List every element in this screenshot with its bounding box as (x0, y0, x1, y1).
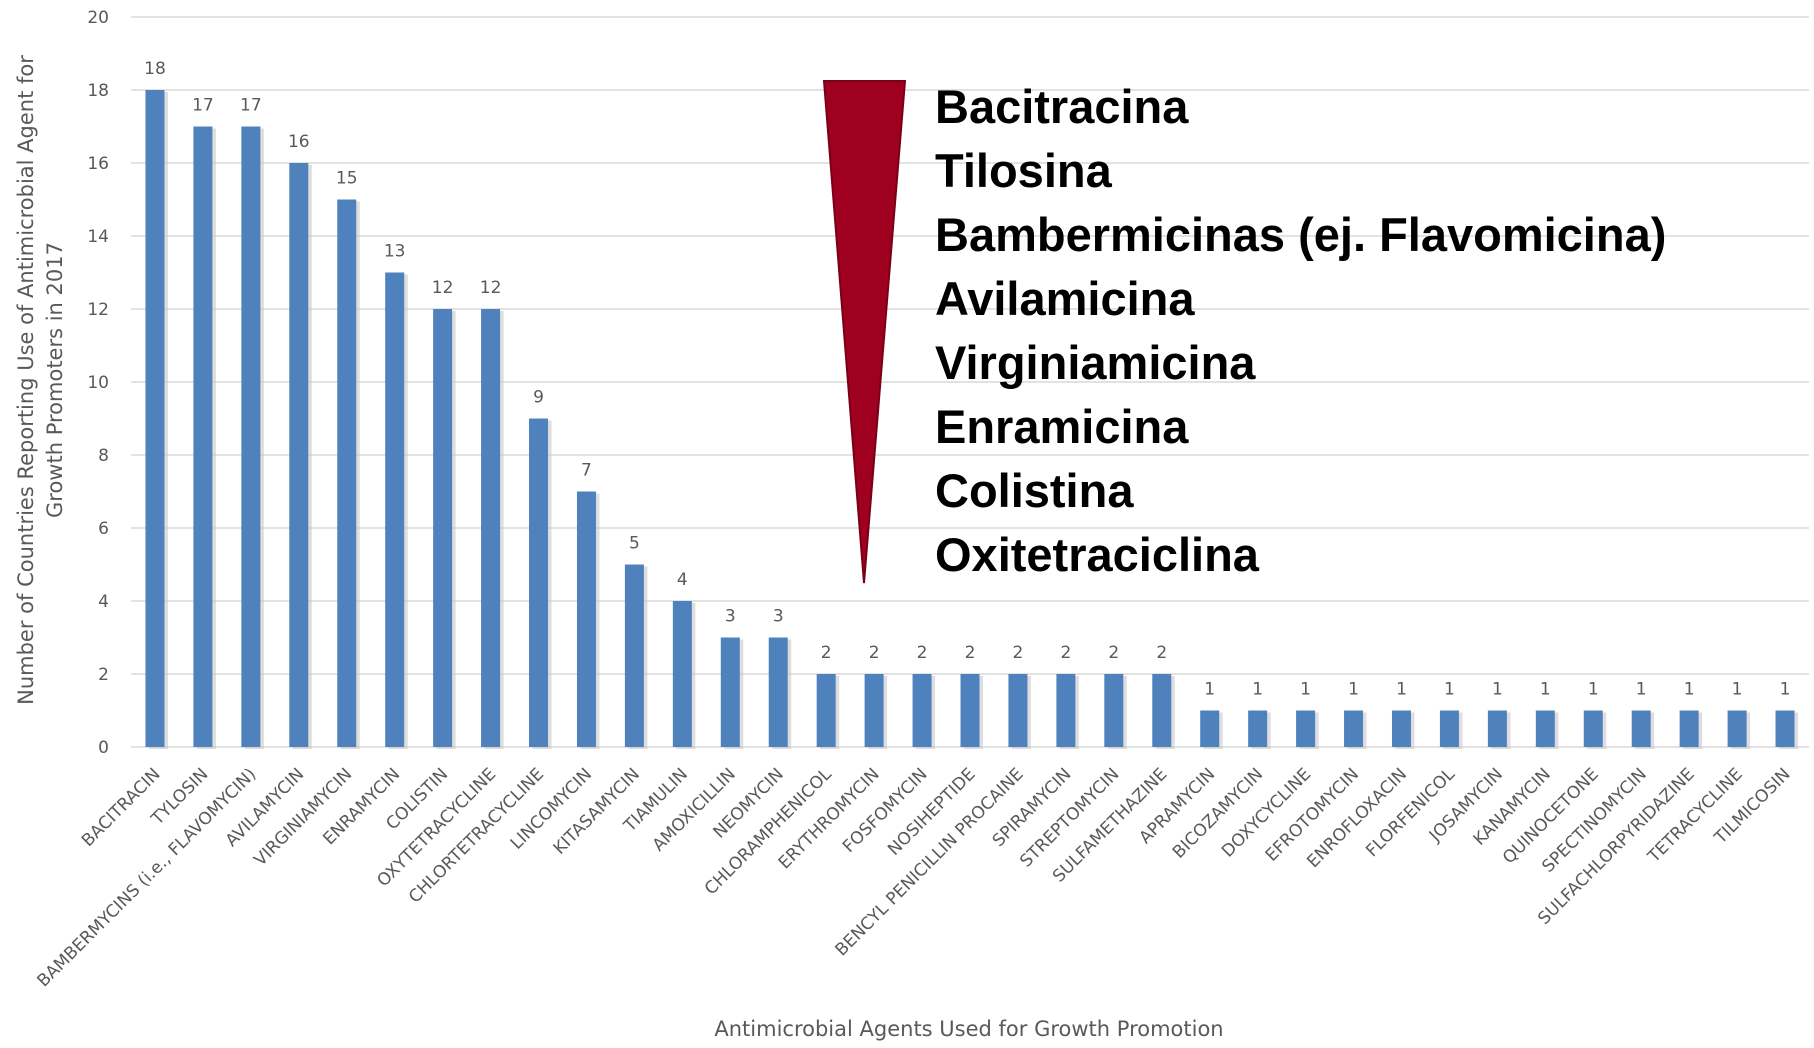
y-tick-label: 12 (87, 300, 109, 320)
y-tick-label: 2 (98, 665, 109, 685)
data-label: 15 (336, 169, 358, 189)
bar (912, 674, 932, 747)
data-label: 1 (1396, 680, 1407, 700)
data-label: 2 (869, 643, 880, 663)
annotation-line: Avilamicina (935, 272, 1195, 325)
bar (960, 674, 980, 747)
y-tick-label: 0 (98, 738, 109, 758)
bar (768, 637, 788, 747)
bar (1535, 710, 1555, 747)
data-label: 9 (533, 388, 544, 408)
bar (1631, 710, 1651, 747)
bar (529, 418, 549, 747)
annotation-line: Colistina (935, 464, 1134, 517)
annotation-line: Tilosina (935, 144, 1113, 197)
annotation-line: Enramicina (935, 400, 1189, 453)
annotation-line: Oxitetraciclina (935, 528, 1260, 581)
bar (1152, 674, 1172, 747)
bar (816, 674, 836, 747)
bar (720, 637, 740, 747)
data-label: 1 (1588, 680, 1599, 700)
bar (624, 564, 644, 747)
data-label: 1 (1348, 680, 1359, 700)
bar (385, 272, 405, 747)
bar (1248, 710, 1268, 747)
bar (1775, 710, 1795, 747)
bar (337, 199, 357, 747)
data-label: 1 (1444, 680, 1455, 700)
data-label: 13 (384, 242, 406, 262)
bar (672, 601, 692, 747)
bar (1296, 710, 1316, 747)
data-label: 12 (432, 278, 454, 298)
annotation-line: Bacitracina (935, 80, 1189, 133)
data-label: 7 (581, 461, 592, 481)
bar (1344, 710, 1364, 747)
x-tick-label: BACITRACIN (78, 764, 164, 850)
bar (145, 90, 165, 747)
data-label: 5 (629, 534, 640, 554)
data-label: 1 (1492, 680, 1503, 700)
data-label: 17 (192, 96, 214, 116)
bar (1727, 710, 1747, 747)
bar (1487, 710, 1507, 747)
bar (1200, 710, 1220, 747)
data-label: 1 (1732, 680, 1743, 700)
x-tick-label: AMOXICILLIN (649, 764, 740, 855)
data-label: 18 (144, 59, 166, 79)
data-label: 2 (917, 643, 928, 663)
x-tick-label: FOSFOMYCIN (839, 764, 932, 857)
bar (1583, 710, 1603, 747)
y-tick-label: 14 (87, 227, 109, 247)
y-axis-title: Growth Promoters in 2017 (43, 242, 67, 518)
bar (1391, 710, 1411, 747)
data-label: 1 (1252, 680, 1263, 700)
data-label: 1 (1540, 680, 1551, 700)
data-label: 2 (1013, 643, 1024, 663)
y-tick-label: 18 (87, 81, 109, 101)
data-label: 2 (821, 643, 832, 663)
data-label: 1 (1684, 680, 1695, 700)
bar (481, 309, 501, 747)
bar (289, 163, 309, 747)
data-label: 1 (1204, 680, 1215, 700)
bar (1679, 710, 1699, 747)
bar (576, 491, 596, 747)
data-label: 12 (480, 278, 502, 298)
data-label: 16 (288, 132, 310, 152)
bar (864, 674, 884, 747)
data-label: 1 (1780, 680, 1791, 700)
x-axis-title: Antimicrobial Agents Used for Growth Pro… (714, 1017, 1223, 1041)
y-tick-label: 6 (98, 519, 109, 539)
y-tick-label: 16 (87, 154, 109, 174)
x-tick-label: BAMBERMYCINS (i.e., FLAVOMYCIN) (34, 764, 261, 991)
data-label: 17 (240, 96, 262, 116)
bar (241, 126, 261, 747)
bar (1104, 674, 1124, 747)
bar (1439, 710, 1459, 747)
annotation-line: Bambermicinas (ej. Flavomicina) (935, 208, 1666, 261)
data-label: 2 (1156, 643, 1167, 663)
data-label: 2 (1060, 643, 1071, 663)
bar (1008, 674, 1028, 747)
data-label: 2 (1108, 643, 1119, 663)
y-axis-title: Number of Countries Reporting Use of Ant… (14, 55, 38, 705)
y-tick-label: 20 (87, 8, 109, 28)
data-label: 3 (773, 607, 784, 627)
annotation-line: Virginiamicina (935, 336, 1256, 389)
bar (193, 126, 213, 747)
y-tick-label: 4 (98, 592, 109, 612)
bar (433, 309, 453, 747)
data-label: 1 (1300, 680, 1311, 700)
data-label: 3 (725, 607, 736, 627)
arrow-triangle (822, 80, 907, 584)
y-tick-label: 8 (98, 446, 109, 466)
y-tick-label: 10 (87, 373, 109, 393)
data-label: 4 (677, 570, 688, 590)
bar (1056, 674, 1076, 747)
data-label: 2 (965, 643, 976, 663)
data-label: 1 (1636, 680, 1647, 700)
